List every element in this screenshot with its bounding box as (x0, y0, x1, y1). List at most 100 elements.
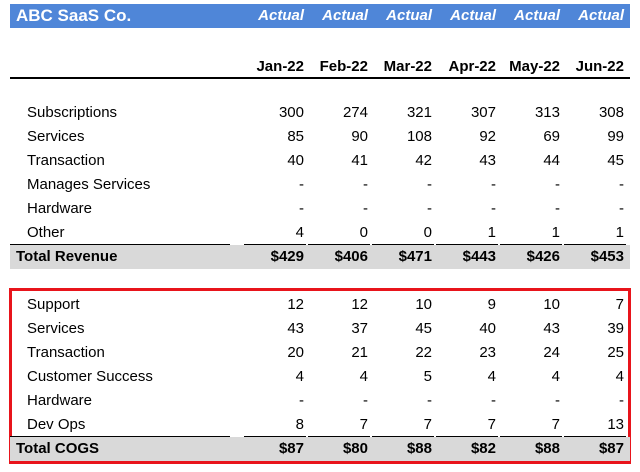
revenue-cell[interactable]: 274 (342, 104, 368, 121)
label-underline (10, 244, 230, 245)
revenue-cell[interactable]: 42 (415, 152, 432, 169)
cogs-cell[interactable]: 9 (487, 296, 496, 313)
revenue-row-label[interactable]: Subscriptions (27, 104, 118, 121)
revenue-cell[interactable]: - (363, 200, 368, 217)
cogs-cell[interactable]: 24 (543, 344, 560, 361)
revenue-cell[interactable]: - (299, 176, 304, 193)
cogs-cell[interactable]: 12 (351, 296, 368, 313)
revenue-cell[interactable]: - (619, 200, 624, 217)
cogs-cell[interactable]: 4 (295, 368, 304, 385)
revenue-cell[interactable]: 90 (351, 128, 368, 145)
revenue-cell[interactable]: 4 (295, 224, 304, 241)
revenue-cell[interactable]: 45 (607, 152, 624, 169)
revenue-cell[interactable]: 321 (406, 104, 432, 121)
cogs-cell[interactable]: 20 (287, 344, 304, 361)
revenue-cell[interactable]: 69 (543, 128, 560, 145)
cogs-cell[interactable]: 45 (415, 320, 432, 337)
cogs-cell[interactable]: 7 (615, 296, 624, 313)
revenue-row-label[interactable]: Services (27, 128, 85, 145)
cogs-cell[interactable]: - (619, 392, 624, 409)
cogs-row-label[interactable]: Transaction (27, 344, 105, 361)
revenue-total-cell[interactable]: $471 (398, 248, 432, 265)
revenue-cell[interactable]: - (363, 176, 368, 193)
revenue-cell[interactable]: 307 (470, 104, 496, 121)
cogs-total-cell[interactable]: $88 (534, 440, 560, 457)
revenue-cell[interactable]: 1 (487, 224, 496, 241)
revenue-cell[interactable]: 308 (598, 104, 624, 121)
revenue-row-label[interactable]: Manages Services (27, 176, 151, 193)
cogs-cell[interactable]: - (363, 392, 368, 409)
revenue-cell[interactable]: 300 (278, 104, 304, 121)
revenue-cell[interactable]: 313 (534, 104, 560, 121)
revenue-cell[interactable]: 40 (287, 152, 304, 169)
cogs-cell[interactable]: 43 (287, 320, 304, 337)
cogs-cell[interactable]: 37 (351, 320, 368, 337)
revenue-cell[interactable]: 1 (551, 224, 560, 241)
cogs-cell[interactable]: 4 (359, 368, 368, 385)
revenue-row-label[interactable]: Hardware (27, 200, 93, 217)
revenue-cell[interactable]: 41 (351, 152, 368, 169)
cogs-cell[interactable]: 4 (487, 368, 496, 385)
cogs-cell[interactable]: - (491, 392, 496, 409)
cogs-total-cell[interactable]: $80 (342, 440, 368, 457)
cogs-total-cell[interactable]: $88 (406, 440, 432, 457)
cogs-cell[interactable]: 10 (415, 296, 432, 313)
revenue-cell[interactable]: 44 (543, 152, 560, 169)
revenue-total-cell[interactable]: $426 (526, 248, 560, 265)
revenue-cell[interactable]: - (427, 176, 432, 193)
cogs-cell[interactable]: 10 (543, 296, 560, 313)
cogs-total-cell[interactable]: $87 (598, 440, 624, 457)
revenue-cell[interactable]: - (299, 200, 304, 217)
cogs-cell[interactable]: - (427, 392, 432, 409)
cogs-row-label[interactable]: Dev Ops (27, 416, 86, 433)
cogs-cell[interactable]: 7 (423, 416, 432, 433)
revenue-cell[interactable]: - (491, 176, 496, 193)
cogs-cell[interactable]: 40 (479, 320, 496, 337)
month-header: Jan-22 (256, 58, 304, 75)
revenue-cell[interactable]: 0 (359, 224, 368, 241)
revenue-total-label[interactable]: Total Revenue (16, 248, 118, 265)
cogs-total-cell[interactable]: $82 (470, 440, 496, 457)
cogs-cell[interactable]: 8 (295, 416, 304, 433)
cogs-cell[interactable]: 13 (607, 416, 624, 433)
cogs-row-label[interactable]: Hardware (27, 392, 93, 409)
revenue-cell[interactable]: 1 (615, 224, 624, 241)
revenue-cell[interactable]: 92 (479, 128, 496, 145)
cogs-cell[interactable]: 5 (423, 368, 432, 385)
cogs-cell[interactable]: 4 (615, 368, 624, 385)
revenue-cell[interactable]: - (619, 176, 624, 193)
revenue-total-cell[interactable]: $443 (462, 248, 496, 265)
revenue-cell[interactable]: 43 (479, 152, 496, 169)
cogs-cell[interactable]: - (299, 392, 304, 409)
revenue-cell[interactable]: - (555, 200, 560, 217)
revenue-row-label[interactable]: Transaction (27, 152, 105, 169)
revenue-cell[interactable]: 99 (607, 128, 624, 145)
revenue-cell[interactable]: 0 (423, 224, 432, 241)
cogs-cell[interactable]: 7 (359, 416, 368, 433)
revenue-cell[interactable]: - (427, 200, 432, 217)
cogs-cell[interactable]: 43 (543, 320, 560, 337)
revenue-cell[interactable]: 108 (406, 128, 432, 145)
revenue-row-label[interactable]: Other (27, 224, 65, 241)
revenue-cell[interactable]: - (491, 200, 496, 217)
revenue-total-cell[interactable]: $406 (334, 248, 368, 265)
cogs-cell[interactable]: 4 (551, 368, 560, 385)
cogs-cell[interactable]: 39 (607, 320, 624, 337)
cogs-cell[interactable]: 12 (287, 296, 304, 313)
revenue-cell[interactable]: 85 (287, 128, 304, 145)
cogs-cell[interactable]: 23 (479, 344, 496, 361)
cogs-total-cell[interactable]: $87 (278, 440, 304, 457)
cogs-cell[interactable]: 7 (487, 416, 496, 433)
revenue-total-cell[interactable]: $429 (270, 248, 304, 265)
revenue-total-cell[interactable]: $453 (590, 248, 624, 265)
cogs-cell[interactable]: 25 (607, 344, 624, 361)
cogs-row-label[interactable]: Support (27, 296, 80, 313)
cogs-cell[interactable]: 22 (415, 344, 432, 361)
cogs-row-label[interactable]: Customer Success (27, 368, 153, 385)
cogs-cell[interactable]: 21 (351, 344, 368, 361)
cogs-total-label[interactable]: Total COGS (16, 440, 100, 457)
cogs-cell[interactable]: - (555, 392, 560, 409)
cogs-row-label[interactable]: Services (27, 320, 85, 337)
revenue-cell[interactable]: - (555, 176, 560, 193)
cogs-cell[interactable]: 7 (551, 416, 560, 433)
